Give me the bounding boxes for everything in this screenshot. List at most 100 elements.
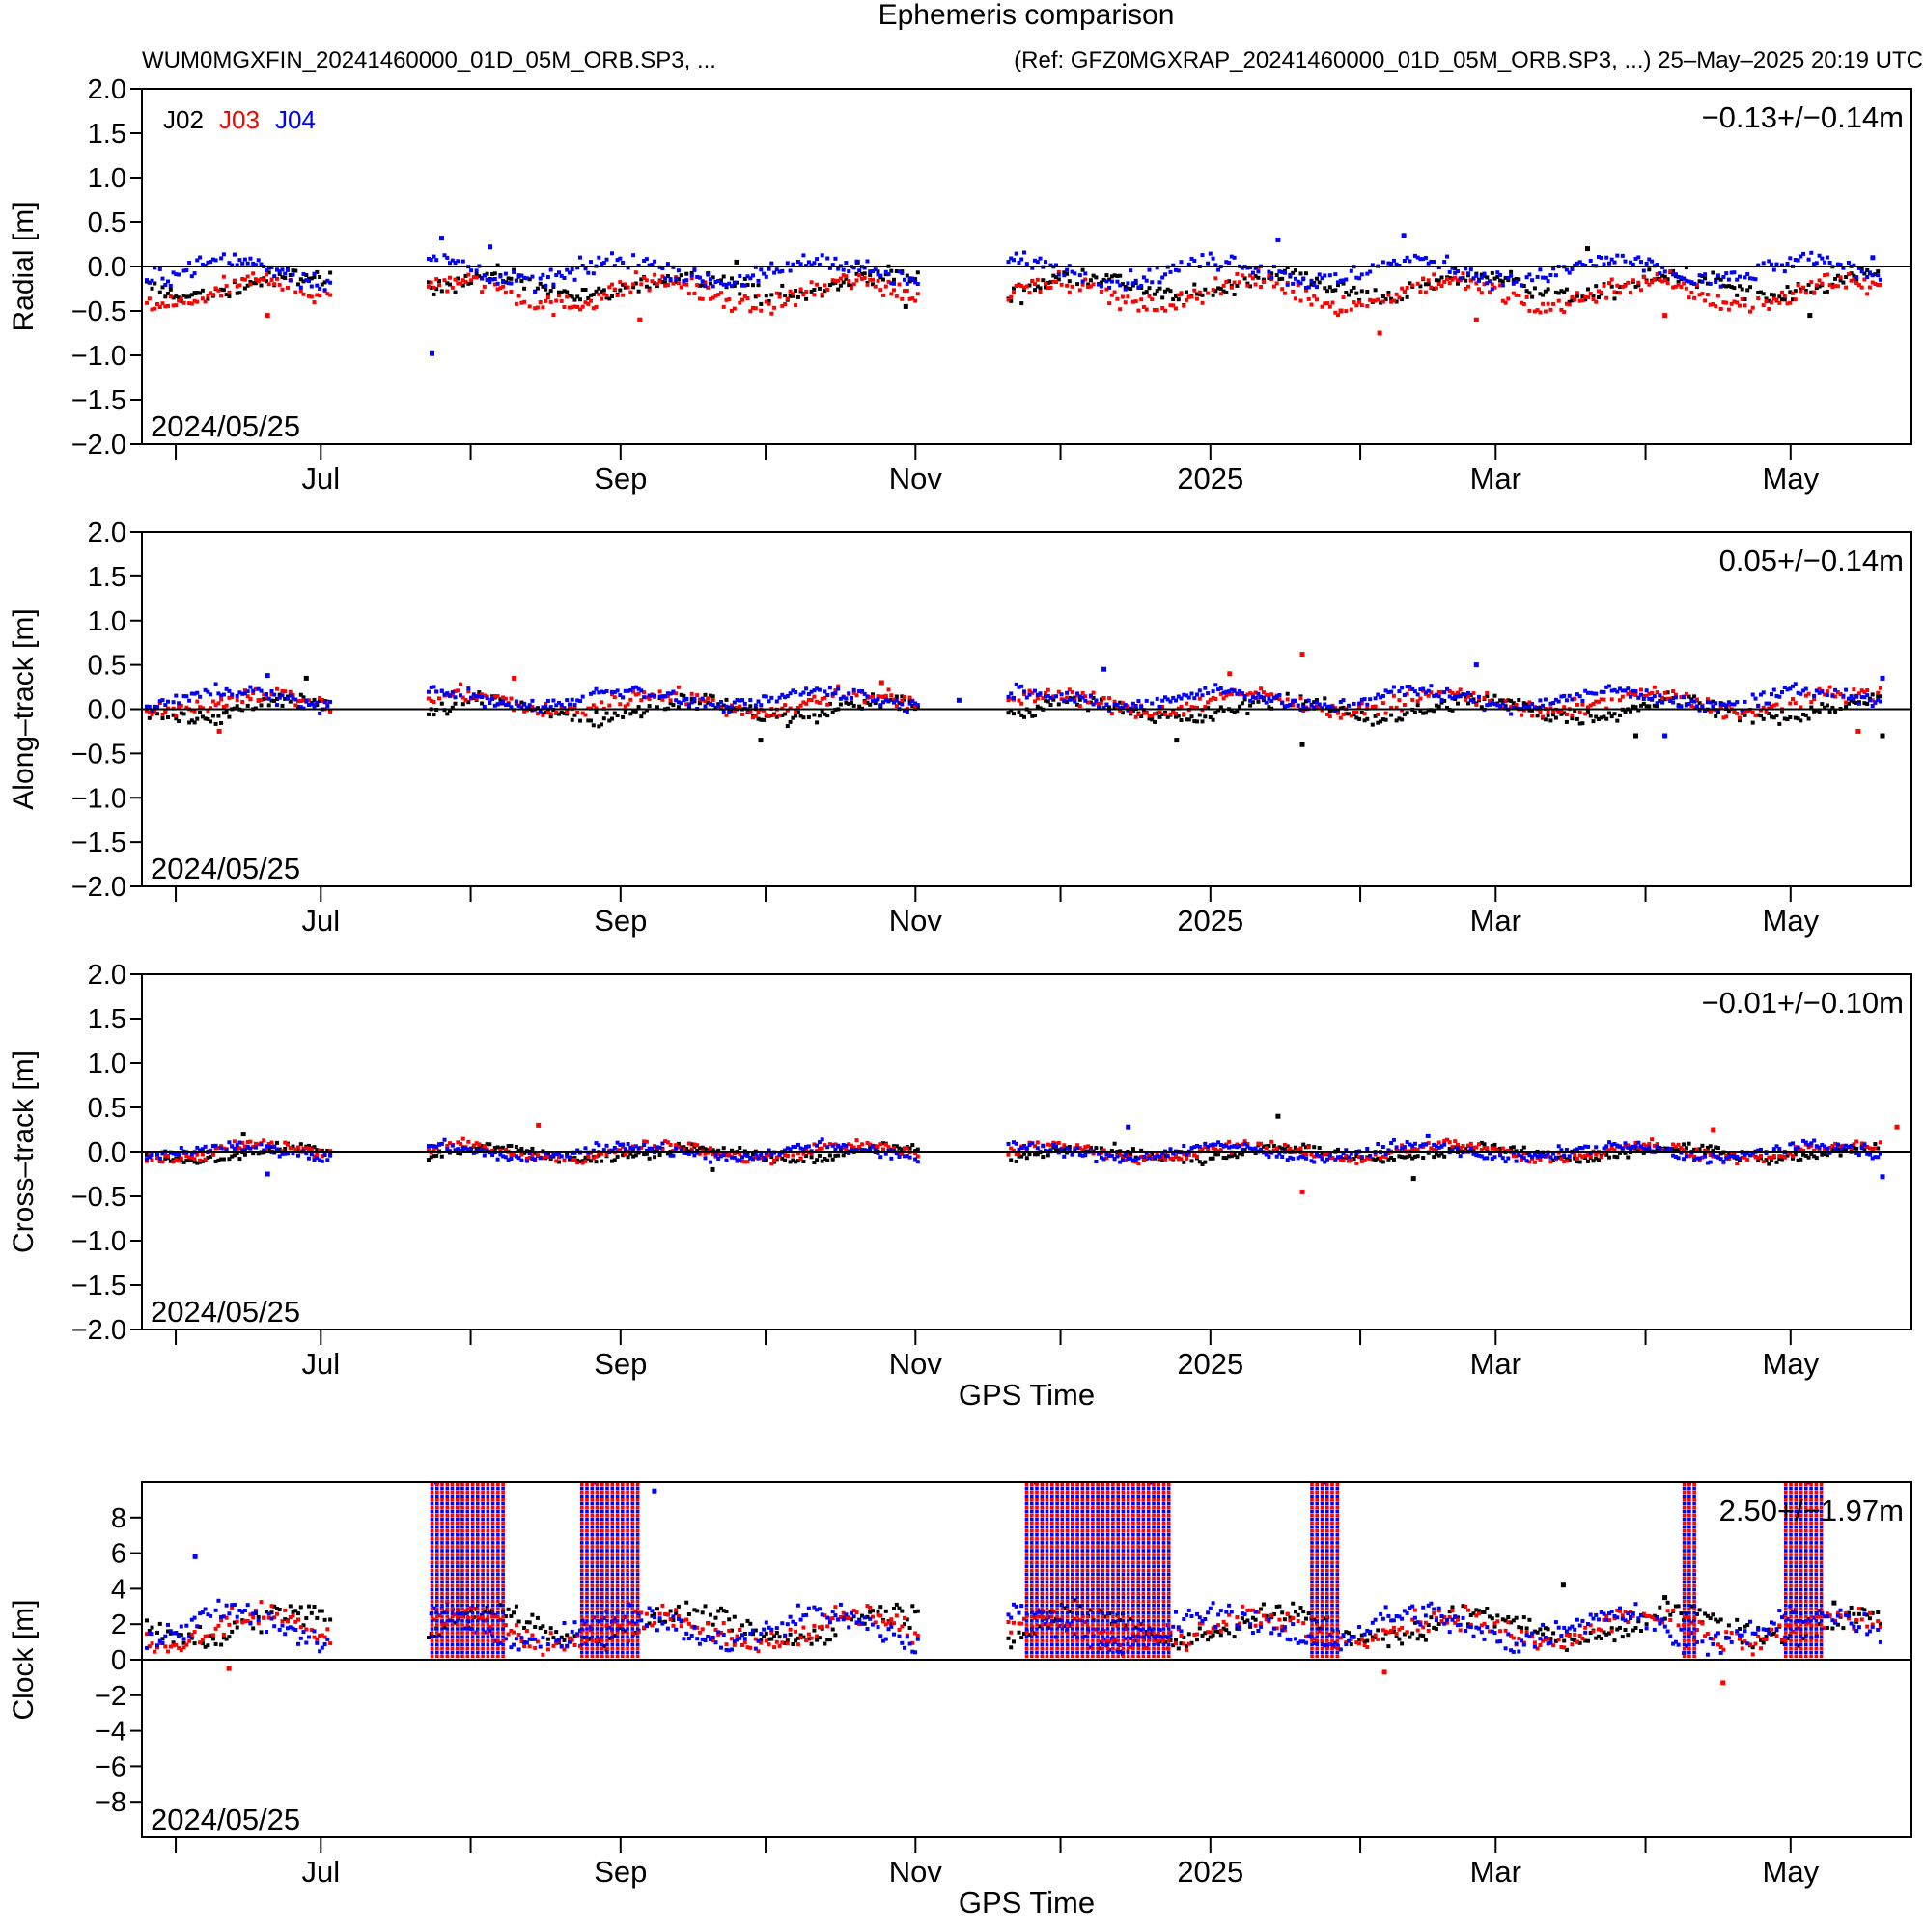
data-point bbox=[1785, 717, 1790, 722]
data-point bbox=[1176, 694, 1181, 699]
data-point bbox=[189, 1152, 194, 1157]
data-point bbox=[1160, 1154, 1165, 1159]
data-point bbox=[1780, 1157, 1784, 1162]
data-point bbox=[1684, 278, 1688, 283]
data-point bbox=[657, 1145, 662, 1150]
data-point bbox=[1609, 277, 1614, 282]
data-point bbox=[1788, 1151, 1793, 1156]
data-point bbox=[907, 1155, 912, 1160]
data-point bbox=[913, 704, 918, 709]
data-point bbox=[820, 292, 824, 296]
data-point bbox=[748, 704, 753, 709]
data-point bbox=[1056, 702, 1061, 707]
data-point bbox=[1724, 284, 1729, 289]
data-point bbox=[1126, 294, 1130, 299]
data-point bbox=[315, 1615, 320, 1620]
data-point bbox=[1421, 1156, 1426, 1160]
data-point bbox=[533, 306, 538, 311]
data-point bbox=[1833, 687, 1838, 692]
data-point bbox=[905, 289, 909, 293]
data-point bbox=[1878, 1140, 1882, 1145]
start-date-label: 2024/05/25 bbox=[151, 852, 300, 885]
data-point bbox=[762, 1155, 767, 1160]
data-point bbox=[307, 703, 311, 707]
data-point bbox=[1806, 1145, 1811, 1150]
data-point bbox=[1182, 1152, 1186, 1157]
data-point bbox=[600, 1151, 603, 1156]
data-point bbox=[1564, 1148, 1569, 1152]
data-point bbox=[862, 691, 867, 696]
data-point bbox=[288, 278, 293, 283]
data-point bbox=[516, 294, 521, 298]
data-point bbox=[655, 1607, 659, 1611]
data-point bbox=[1136, 699, 1141, 704]
data-point bbox=[1564, 698, 1569, 703]
data-point bbox=[559, 1635, 564, 1639]
data-point bbox=[881, 695, 885, 700]
data-point bbox=[277, 1147, 282, 1152]
data-point bbox=[671, 703, 676, 708]
data-point bbox=[674, 698, 679, 703]
data-point bbox=[580, 1161, 585, 1165]
data-point bbox=[1594, 699, 1599, 704]
data-point bbox=[1759, 1153, 1763, 1158]
data-point bbox=[1500, 698, 1505, 703]
data-point bbox=[1479, 705, 1484, 710]
data-point bbox=[604, 1143, 609, 1148]
data-point bbox=[1782, 1155, 1787, 1160]
data-point bbox=[1380, 1154, 1385, 1159]
data-point bbox=[578, 1160, 582, 1164]
data-point bbox=[1206, 706, 1211, 711]
data-point bbox=[195, 1145, 200, 1150]
data-point bbox=[1488, 699, 1492, 704]
data-point bbox=[1735, 293, 1740, 297]
data-point bbox=[1715, 1155, 1720, 1160]
data-point bbox=[501, 284, 506, 289]
data-point bbox=[240, 691, 245, 696]
data-point bbox=[1844, 704, 1849, 709]
data-point bbox=[1118, 708, 1123, 713]
data-point bbox=[817, 1636, 822, 1640]
data-point bbox=[1477, 278, 1481, 283]
data-point bbox=[1676, 1156, 1681, 1161]
data-point bbox=[1376, 692, 1380, 697]
data-point bbox=[889, 697, 894, 702]
data-point bbox=[442, 278, 447, 283]
data-point bbox=[1692, 694, 1697, 699]
data-point bbox=[1546, 301, 1550, 306]
data-point bbox=[1362, 712, 1367, 716]
data-point bbox=[1213, 289, 1218, 294]
data-point bbox=[1799, 705, 1803, 710]
data-point bbox=[524, 1620, 529, 1625]
data-point bbox=[1035, 284, 1040, 289]
data-point bbox=[1631, 262, 1635, 266]
data-point bbox=[1820, 702, 1825, 707]
data-point bbox=[809, 1155, 814, 1160]
data-point bbox=[1692, 281, 1697, 286]
data-point bbox=[1099, 290, 1103, 294]
data-point bbox=[1330, 708, 1335, 713]
data-point bbox=[1474, 1145, 1479, 1150]
data-point bbox=[1186, 294, 1191, 299]
data-point bbox=[1141, 1155, 1146, 1159]
data-point bbox=[883, 284, 888, 289]
data-point bbox=[1609, 284, 1614, 289]
data-point bbox=[1130, 701, 1135, 706]
data-point bbox=[1687, 702, 1691, 706]
data-point bbox=[1035, 260, 1040, 265]
data-point bbox=[1432, 1155, 1436, 1160]
data-point bbox=[1426, 688, 1431, 693]
data-point bbox=[1120, 711, 1125, 715]
data-point bbox=[833, 256, 838, 261]
data-point bbox=[1256, 691, 1261, 696]
data-point bbox=[1676, 279, 1681, 284]
data-point bbox=[1655, 276, 1659, 281]
data-point bbox=[785, 694, 790, 698]
data-point bbox=[283, 276, 288, 280]
data-point bbox=[783, 302, 788, 306]
data-point bbox=[514, 1154, 518, 1159]
data-point bbox=[432, 254, 436, 259]
data-point bbox=[1697, 1158, 1702, 1162]
data-point bbox=[1796, 1158, 1800, 1162]
data-point bbox=[189, 708, 194, 713]
